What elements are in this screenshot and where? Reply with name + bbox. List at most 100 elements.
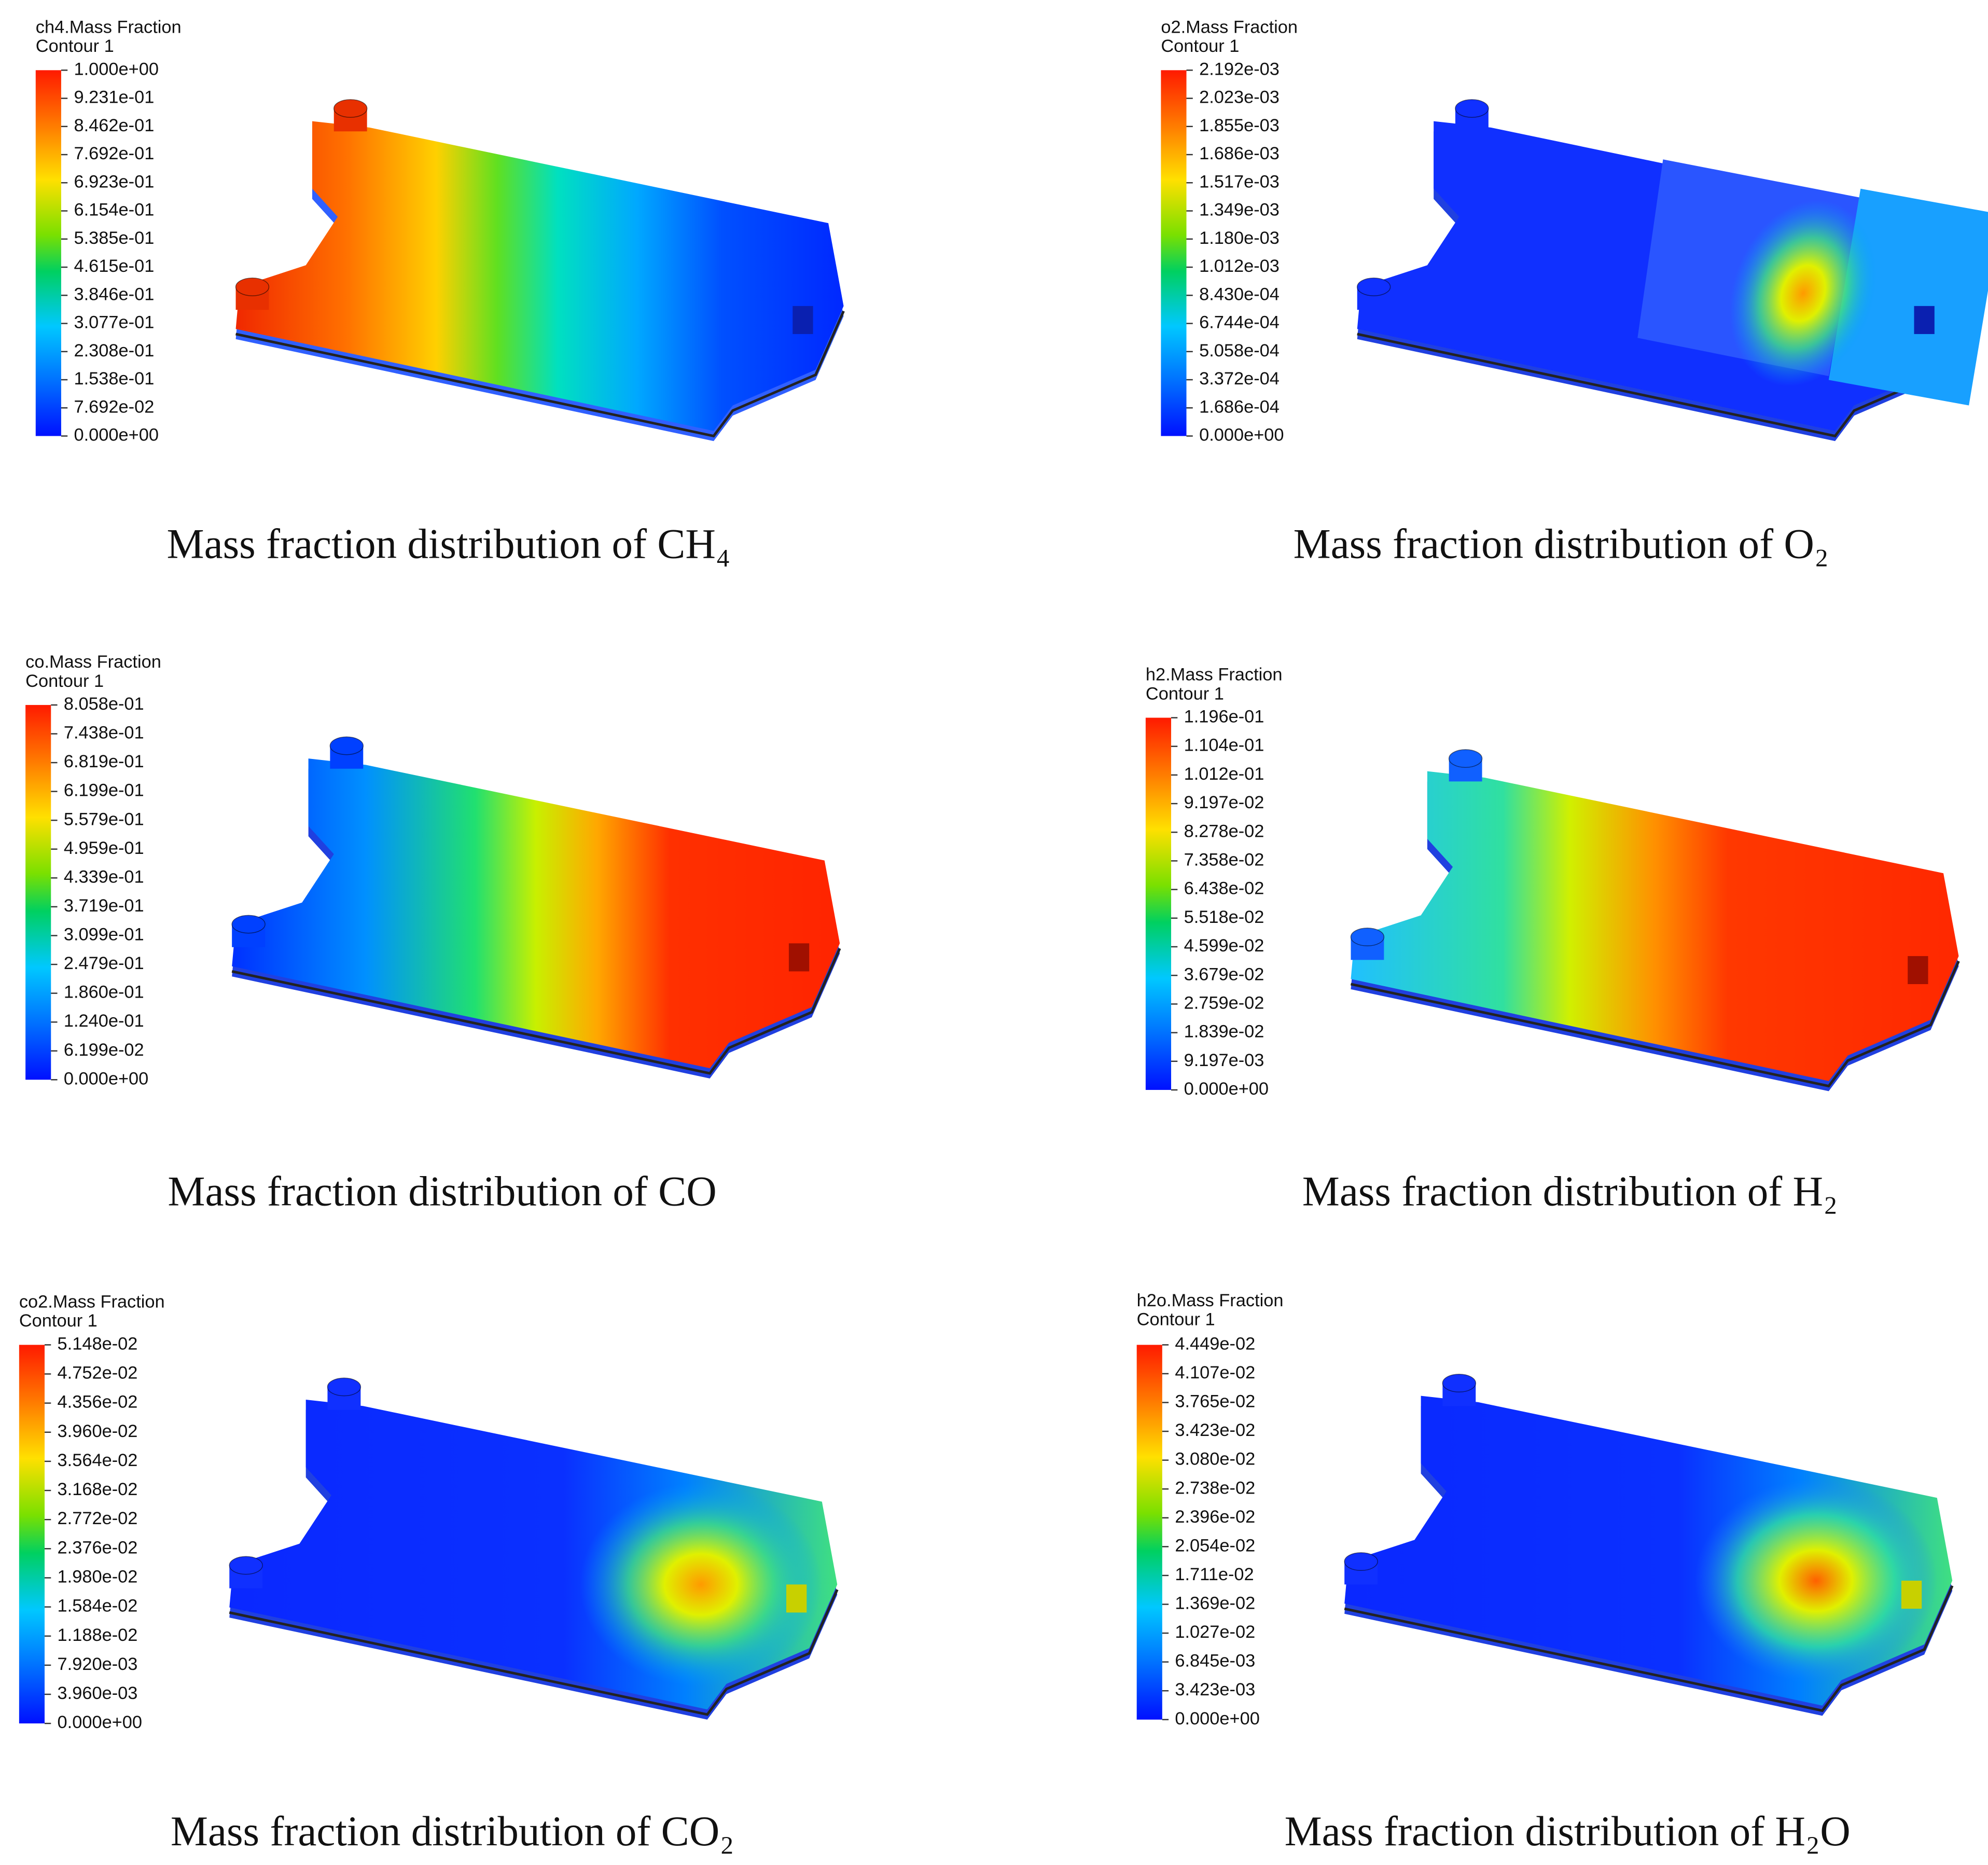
peak-region — [1729, 200, 1877, 386]
colorbar-label: 3.168e-02 — [58, 1480, 138, 1499]
model-surface — [232, 758, 840, 1069]
outlet — [793, 306, 813, 334]
colorbar — [1145, 717, 1172, 1090]
colorbar-label: 0.000e+00 — [1184, 1079, 1269, 1099]
colorbar-label: 7.920e-03 — [58, 1654, 138, 1674]
cylinder-top — [235, 278, 270, 296]
colorbar-label: 1.240e-01 — [64, 1011, 144, 1031]
colorbar-label: 6.199e-01 — [64, 781, 144, 800]
legend-title: co.Mass Fraction — [25, 652, 161, 672]
caption: Mass fraction distribution of H₂O — [1285, 1808, 1851, 1855]
colorbar-label: 9.197e-02 — [1184, 793, 1264, 812]
colorbar-label: 2.308e-01 — [74, 341, 155, 361]
colorbar-label: 3.960e-02 — [58, 1421, 138, 1441]
model-edge — [235, 310, 845, 438]
colorbar-label: 6.438e-02 — [1184, 879, 1264, 899]
colorbar-label: 4.107e-02 — [1175, 1363, 1255, 1383]
legend-title: o2.Mass Fraction — [1161, 17, 1298, 37]
colorbar-label: 0.000e+00 — [58, 1712, 142, 1732]
colorbar-label: 3.960e-03 — [58, 1683, 138, 1703]
colorbar-label: 5.579e-01 — [64, 809, 144, 829]
colorbar-label: 1.012e-01 — [1184, 764, 1264, 784]
colorbar-label: 7.692e-01 — [74, 144, 155, 163]
colorbar-label: 6.923e-01 — [74, 172, 155, 191]
model-edge — [1344, 1585, 1954, 1712]
colorbar-label: 8.430e-04 — [1199, 284, 1280, 304]
colorbar — [19, 1345, 45, 1724]
colorbar-label: 2.396e-02 — [1175, 1507, 1255, 1527]
colorbar-label: 0.000e+00 — [1175, 1709, 1259, 1729]
colorbar-label: 1.686e-03 — [1199, 144, 1280, 163]
legend-title: h2o.Mass Fraction — [1137, 1291, 1284, 1310]
contour-model — [1357, 99, 1988, 441]
colorbar-label: 0.000e+00 — [1199, 425, 1284, 445]
cylinder-top — [1344, 1552, 1378, 1571]
peak-region — [579, 1482, 822, 1687]
colorbar-label: 3.679e-02 — [1184, 964, 1264, 984]
caption: Mass fraction distribution of H₂ — [1302, 1168, 1838, 1214]
cylinder-top — [1455, 99, 1489, 118]
colorbar-label: 8.462e-01 — [74, 116, 155, 135]
legend-subtitle: Contour 1 — [1146, 684, 1224, 703]
colorbar-label: 6.744e-04 — [1199, 313, 1280, 333]
colorbar-label: 4.449e-02 — [1175, 1334, 1255, 1353]
colorbar-label: 4.356e-02 — [58, 1392, 138, 1412]
colorbar — [35, 70, 61, 436]
colorbar-label: 3.372e-04 — [1199, 369, 1280, 389]
caption: Mass fraction distribution of CO₂ — [171, 1808, 734, 1855]
colorbar-label: 1.517e-03 — [1199, 172, 1280, 191]
legend-title: co2.Mass Fraction — [19, 1292, 165, 1311]
colorbar-label: 0.000e+00 — [64, 1069, 148, 1088]
colorbar-label: 5.385e-01 — [74, 228, 155, 248]
legend-subtitle: Contour 1 — [19, 1311, 98, 1331]
colorbar-label: 4.752e-02 — [58, 1363, 138, 1383]
colorbar-label: 1.369e-02 — [1175, 1594, 1255, 1613]
colorbar-label: 1.196e-01 — [1184, 707, 1264, 727]
colorbar-label: 9.197e-03 — [1184, 1051, 1264, 1070]
contour-model — [235, 99, 845, 441]
cylinder-top — [229, 1556, 263, 1575]
colorbar-label: 2.376e-02 — [58, 1538, 138, 1557]
contour-model — [1344, 1374, 1954, 1716]
colorbar-label: 4.339e-01 — [64, 867, 144, 887]
legend-title: ch4.Mass Fraction — [36, 17, 182, 37]
cylinder-top — [1442, 1374, 1477, 1393]
colorbar-label: 3.423e-02 — [1175, 1420, 1255, 1440]
colorbar-label: 1.855e-03 — [1199, 116, 1280, 135]
colorbar-label: 6.199e-02 — [64, 1040, 144, 1060]
colorbar-label: 1.000e+00 — [74, 59, 159, 79]
colorbar-label: 1.180e-03 — [1199, 228, 1280, 248]
colorbar-label: 6.154e-01 — [74, 200, 155, 220]
colorbar-label: 4.599e-02 — [1184, 936, 1264, 956]
model-surface — [235, 121, 844, 431]
colorbar-label: 1.027e-02 — [1175, 1622, 1255, 1642]
contour-model — [229, 1377, 839, 1720]
contour-model — [1350, 749, 1960, 1092]
model-edge — [1350, 960, 1960, 1088]
colorbar-label: 7.692e-02 — [74, 397, 155, 417]
caption: Mass fraction distribution of CO — [168, 1168, 716, 1214]
colorbar-label: 1.686e-04 — [1199, 397, 1280, 417]
colorbar-label: 2.054e-02 — [1175, 1536, 1255, 1555]
model-edge — [231, 948, 841, 1075]
colorbar-label: 9.231e-01 — [74, 88, 155, 107]
colorbar-label: 1.188e-02 — [58, 1625, 138, 1645]
colorbar-label: 5.518e-02 — [1184, 907, 1264, 927]
colorbar-label: 3.077e-01 — [74, 313, 155, 333]
colorbar-label: 3.846e-01 — [74, 284, 155, 304]
colorbar-label: 3.564e-02 — [58, 1450, 138, 1470]
outlet — [1901, 1580, 1922, 1609]
colorbar-label: 1.104e-01 — [1184, 736, 1264, 755]
colorbar-label: 3.080e-02 — [1175, 1449, 1255, 1469]
colorbar-label: 1.349e-03 — [1199, 200, 1280, 220]
colorbar-label: 3.099e-01 — [64, 925, 144, 945]
legend-title: h2.Mass Fraction — [1146, 665, 1283, 684]
outlet — [1914, 306, 1935, 334]
